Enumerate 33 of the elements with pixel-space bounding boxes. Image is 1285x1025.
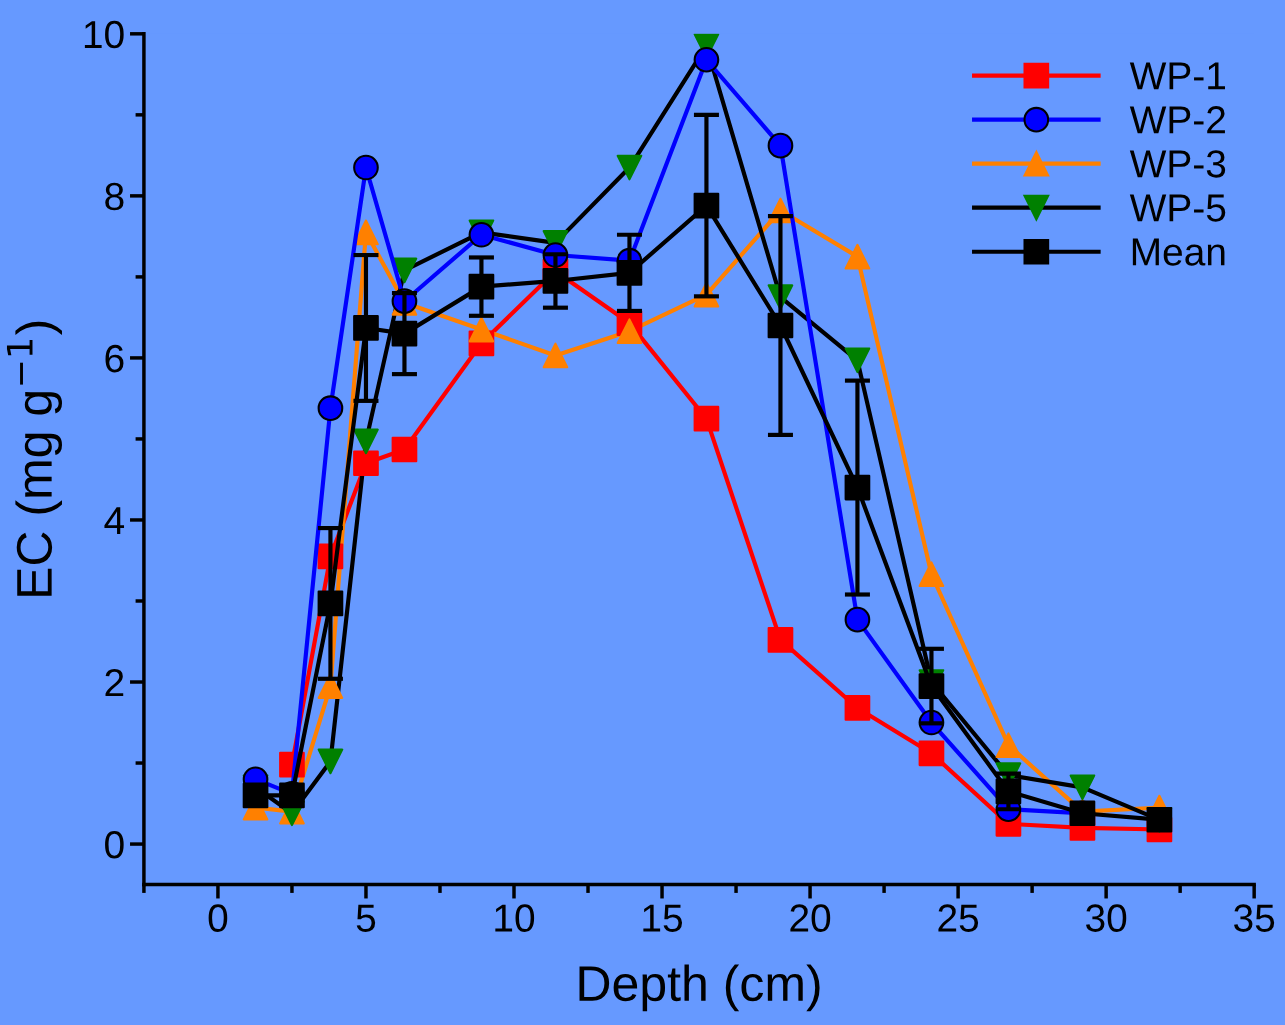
y-tick-label: 8 bbox=[105, 182, 124, 211]
legend-label: WP-2 bbox=[1129, 106, 1225, 134]
x-tick-label: 5 bbox=[356, 904, 376, 932]
x-axis-title: Depth (cm) bbox=[579, 964, 820, 1012]
y-tick-label: 6 bbox=[105, 344, 124, 373]
point bbox=[542, 342, 569, 369]
legend-label: WP-1 bbox=[1129, 62, 1225, 90]
y-tick-label: 10 bbox=[84, 20, 124, 49]
point bbox=[468, 316, 495, 343]
x-tick-label: 35 bbox=[1234, 904, 1275, 932]
x-tick-label: 15 bbox=[643, 904, 683, 932]
x-tick-label: 20 bbox=[790, 904, 831, 932]
point bbox=[995, 732, 1022, 759]
point bbox=[616, 318, 643, 345]
x-tick-label: 0 bbox=[208, 904, 228, 932]
x-tick-label: 25 bbox=[938, 904, 979, 932]
x-tick-label: 30 bbox=[1085, 904, 1127, 932]
legend-label: Mean bbox=[1132, 238, 1225, 266]
point bbox=[353, 428, 379, 455]
y-tick-label: 0 bbox=[105, 831, 124, 859]
point bbox=[1069, 774, 1096, 801]
legend-label: WP-3 bbox=[1129, 150, 1226, 178]
point bbox=[317, 748, 344, 775]
point bbox=[616, 154, 643, 181]
legend-label: WP-5 bbox=[1129, 194, 1226, 222]
y-tick-label: 4 bbox=[104, 507, 125, 535]
x-tick-label: 10 bbox=[495, 904, 535, 932]
point bbox=[918, 561, 945, 588]
y-tick-label: 2 bbox=[105, 668, 124, 697]
point bbox=[844, 347, 871, 374]
point bbox=[391, 257, 418, 284]
point bbox=[844, 243, 871, 270]
y-axis-title: EC (mg g$^{−1}$) bbox=[6, 321, 63, 596]
